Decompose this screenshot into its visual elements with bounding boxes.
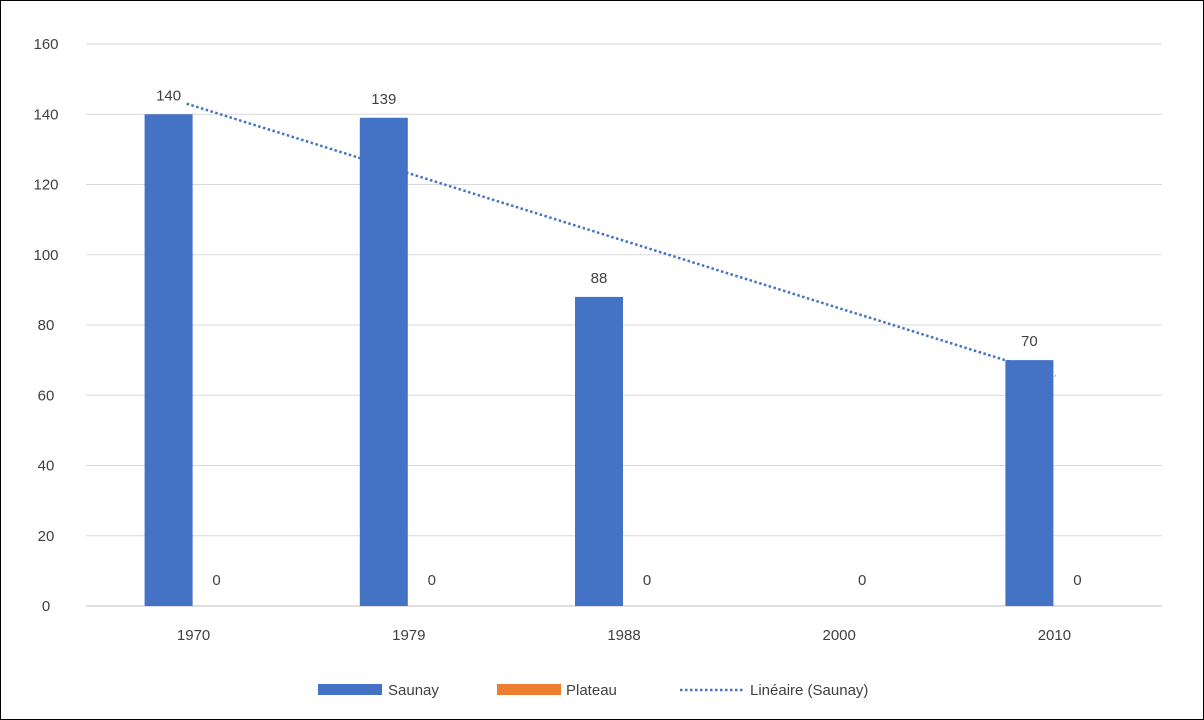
bar-saunay[interactable] [575,296,623,606]
data-label-plateau: 0 [1073,572,1081,589]
x-tick-label: 2000 [823,627,856,644]
data-label-plateau: 0 [643,572,651,589]
y-tick-label: 140 [33,106,58,123]
y-tick-label: 120 [33,177,58,194]
y-tick-label: 20 [38,528,55,545]
y-tick-label: 60 [38,387,55,404]
data-label-plateau: 0 [858,572,866,589]
legend-label-saunay: Saunay [388,682,439,699]
data-label-saunay: 140 [156,87,181,104]
legend-label-trendline: Linéaire (Saunay) [750,682,868,699]
data-label-plateau: 0 [212,572,220,589]
bar-saunay[interactable] [144,114,193,606]
data-label-saunay: 70 [1021,333,1038,350]
y-tick-label: 40 [38,458,55,475]
data-label-saunay: 88 [591,270,608,287]
y-tick-label: 80 [38,317,55,334]
bar-saunay[interactable] [1005,360,1054,606]
trendline-saunay [186,102,1056,378]
x-tick-label: 2010 [1038,627,1071,644]
y-tick-label: 100 [33,247,58,264]
x-tick-label: 1979 [392,627,425,644]
y-tick-label: 0 [42,598,50,615]
bar-saunay[interactable] [359,117,408,606]
data-label-saunay: 139 [371,91,396,108]
legend-label-plateau: Plateau [566,682,617,699]
x-tick-label: 1970 [177,627,210,644]
x-tick-label: 1988 [607,627,640,644]
legend-swatch-saunay [318,684,382,695]
data-label-plateau: 0 [428,572,436,589]
y-tick-label: 160 [33,36,58,53]
legend-swatch-plateau [497,684,561,695]
